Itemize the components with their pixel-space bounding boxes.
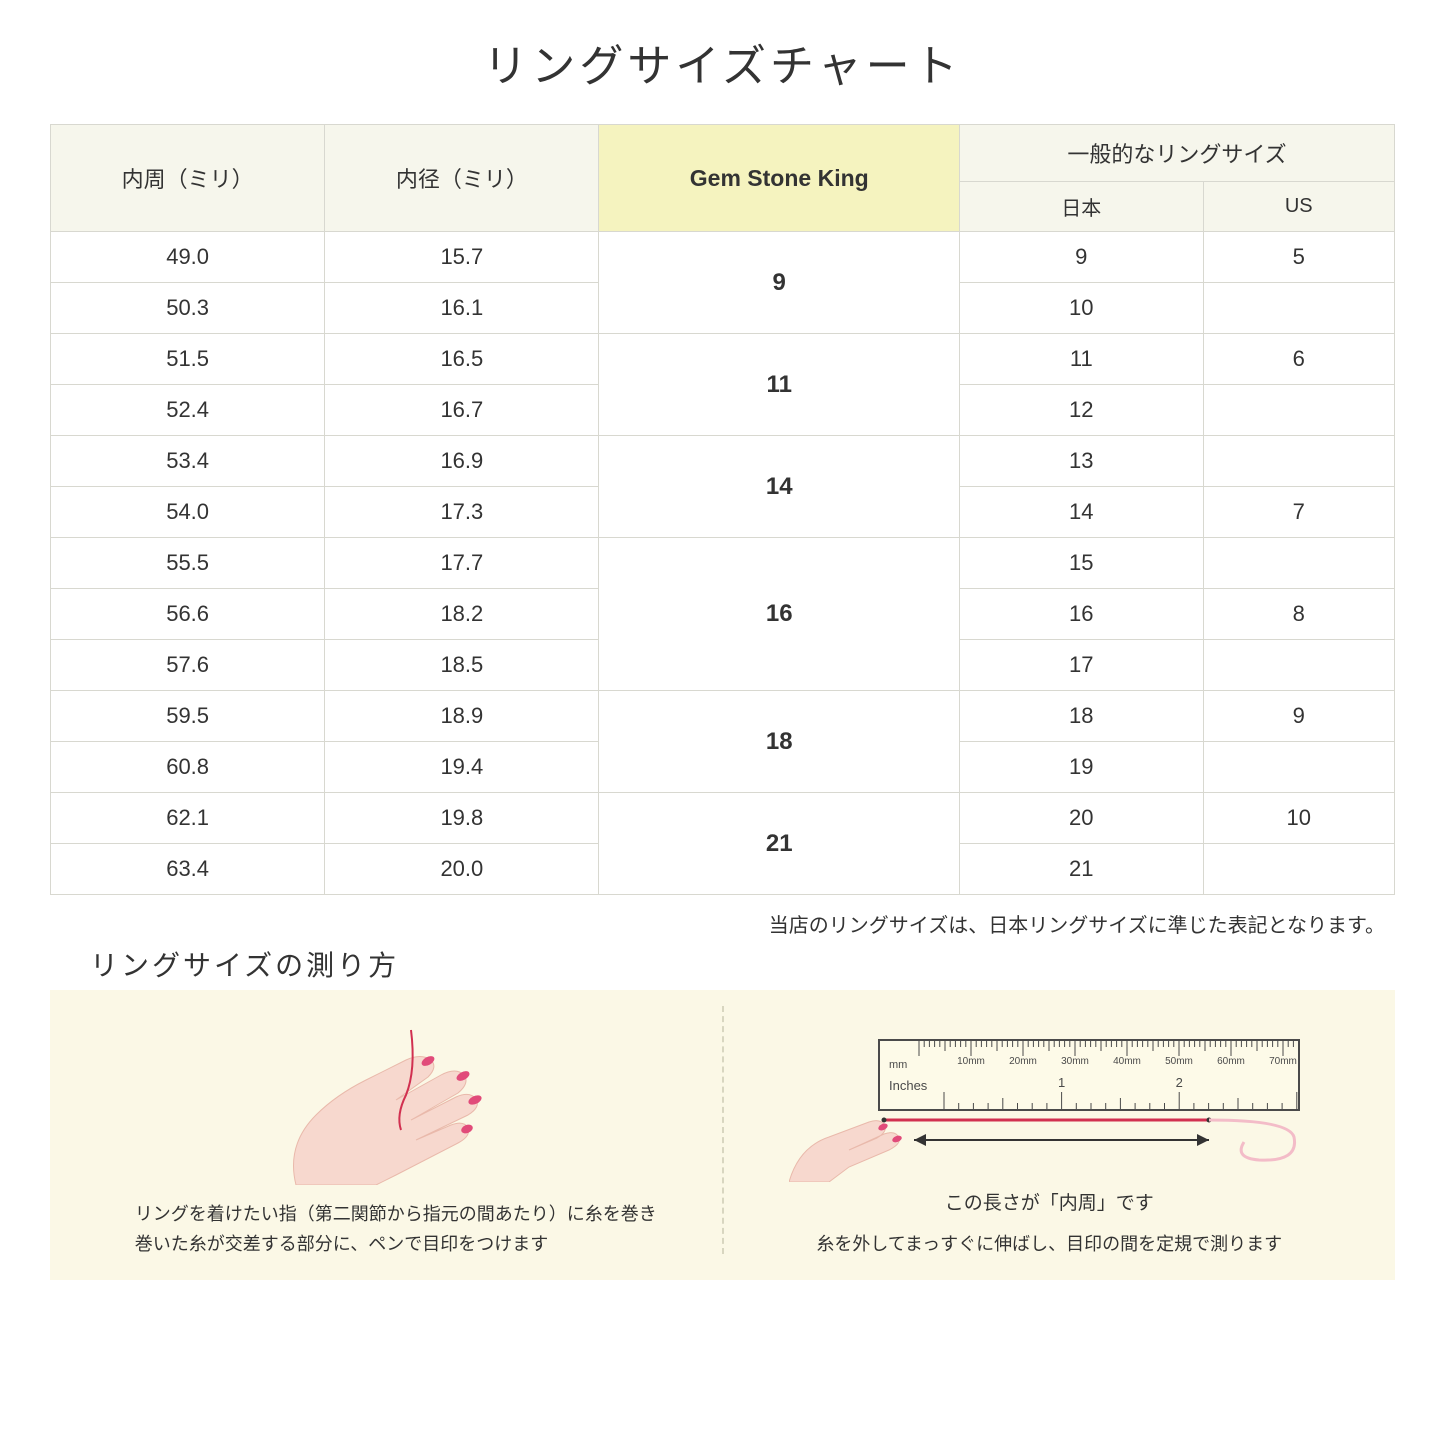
inches-label: Inches — [889, 1078, 928, 1093]
cell-circumference: 56.6 — [51, 589, 325, 640]
cell-us — [1203, 283, 1394, 334]
svg-text:30mm: 30mm — [1061, 1056, 1089, 1067]
col-us: US — [1203, 182, 1394, 232]
svg-text:20mm: 20mm — [1009, 1056, 1037, 1067]
table-row: 59.518.918189 — [51, 691, 1395, 742]
svg-text:2: 2 — [1176, 1075, 1183, 1090]
svg-text:40mm: 40mm — [1113, 1056, 1141, 1067]
cell-gsk: 9 — [599, 232, 960, 334]
svg-text:10mm: 10mm — [957, 1056, 985, 1067]
cell-diameter: 20.0 — [325, 844, 599, 895]
ring-size-table: 内周（ミリ） 内径（ミリ） Gem Stone King 一般的なリングサイズ … — [50, 124, 1395, 895]
cell-circumference: 54.0 — [51, 487, 325, 538]
col-general: 一般的なリングサイズ — [960, 125, 1395, 182]
cell-jp: 11 — [960, 334, 1204, 385]
cell-circumference: 49.0 — [51, 232, 325, 283]
cell-jp: 9 — [960, 232, 1204, 283]
cell-circumference: 53.4 — [51, 436, 325, 487]
page-title: リングサイズチャート — [50, 30, 1395, 94]
measure-label: この長さが「内周」です — [945, 1188, 1154, 1215]
cell-circumference: 52.4 — [51, 385, 325, 436]
cell-diameter: 17.7 — [325, 538, 599, 589]
cell-us: 7 — [1203, 487, 1394, 538]
cell-us — [1203, 436, 1394, 487]
cell-us: 5 — [1203, 232, 1394, 283]
ruler-icon: 10mm 20mm 30mm 40mm 50mm 60mm 70mm mm Inches 1… — [789, 1032, 1309, 1182]
cell-circumference: 57.6 — [51, 640, 325, 691]
svg-text:1: 1 — [1058, 1075, 1065, 1090]
svg-text:70mm: 70mm — [1269, 1056, 1297, 1067]
cell-jp: 19 — [960, 742, 1204, 793]
cell-jp: 21 — [960, 844, 1204, 895]
cell-jp: 13 — [960, 436, 1204, 487]
col-jp: 日本 — [960, 182, 1204, 232]
cell-jp: 16 — [960, 589, 1204, 640]
cell-circumference: 50.3 — [51, 283, 325, 334]
howto-left-caption: リングを着けたい指（第二関節から指元の間あたり）に糸を巻き 巻いた糸が交差する部… — [135, 1199, 657, 1260]
cell-gsk: 14 — [599, 436, 960, 538]
howto-title: リングサイズの測り方 — [90, 944, 1395, 984]
cell-us: 10 — [1203, 793, 1394, 844]
cell-diameter: 18.2 — [325, 589, 599, 640]
cell-gsk: 16 — [599, 538, 960, 691]
cell-circumference: 62.1 — [51, 793, 325, 844]
howto-right: 10mm 20mm 30mm 40mm 50mm 60mm 70mm mm Inches 1… — [724, 1000, 1376, 1260]
cell-us — [1203, 742, 1394, 793]
cell-gsk: 11 — [599, 334, 960, 436]
cell-us — [1203, 844, 1394, 895]
table-row: 55.517.71615 — [51, 538, 1395, 589]
howto-right-caption: 糸を外してまっすぐに伸ばし、目印の間を定規で測ります — [816, 1229, 1282, 1260]
cell-us: 8 — [1203, 589, 1394, 640]
col-circumference: 内周（ミリ） — [51, 125, 325, 232]
cell-diameter: 16.9 — [325, 436, 599, 487]
cell-us — [1203, 385, 1394, 436]
cell-us: 9 — [1203, 691, 1394, 742]
cell-diameter: 17.3 — [325, 487, 599, 538]
cell-jp: 12 — [960, 385, 1204, 436]
cell-circumference: 60.8 — [51, 742, 325, 793]
cell-jp: 10 — [960, 283, 1204, 334]
mm-label: mm — [889, 1059, 907, 1071]
col-diameter: 内径（ミリ） — [325, 125, 599, 232]
cell-diameter: 16.7 — [325, 385, 599, 436]
table-row: 53.416.91413 — [51, 436, 1395, 487]
hand-wrap-icon — [266, 1025, 526, 1185]
svg-text:60mm: 60mm — [1217, 1056, 1245, 1067]
col-gsk: Gem Stone King — [599, 125, 960, 232]
howto-left: リングを着けたい指（第二関節から指元の間あたり）に糸を巻き 巻いた糸が交差する部… — [70, 1000, 722, 1260]
cell-jp: 20 — [960, 793, 1204, 844]
cell-circumference: 51.5 — [51, 334, 325, 385]
cell-jp: 15 — [960, 538, 1204, 589]
cell-circumference: 55.5 — [51, 538, 325, 589]
cell-gsk: 21 — [599, 793, 960, 895]
cell-diameter: 15.7 — [325, 232, 599, 283]
cell-diameter: 18.9 — [325, 691, 599, 742]
howto-panel: リングを着けたい指（第二関節から指元の間あたり）に糸を巻き 巻いた糸が交差する部… — [50, 990, 1395, 1280]
cell-jp: 17 — [960, 640, 1204, 691]
table-row: 62.119.8212010 — [51, 793, 1395, 844]
cell-diameter: 16.5 — [325, 334, 599, 385]
cell-diameter: 19.4 — [325, 742, 599, 793]
cell-jp: 14 — [960, 487, 1204, 538]
cell-us: 6 — [1203, 334, 1394, 385]
table-row: 49.015.7995 — [51, 232, 1395, 283]
cell-circumference: 63.4 — [51, 844, 325, 895]
table-row: 51.516.511116 — [51, 334, 1395, 385]
cell-us — [1203, 538, 1394, 589]
cell-jp: 18 — [960, 691, 1204, 742]
cell-diameter: 16.1 — [325, 283, 599, 334]
cell-circumference: 59.5 — [51, 691, 325, 742]
footnote: 当店のリングサイズは、日本リングサイズに準じた表記となります。 — [50, 903, 1395, 938]
cell-diameter: 19.8 — [325, 793, 599, 844]
cell-diameter: 18.5 — [325, 640, 599, 691]
cell-us — [1203, 640, 1394, 691]
cell-gsk: 18 — [599, 691, 960, 793]
svg-text:50mm: 50mm — [1165, 1056, 1193, 1067]
